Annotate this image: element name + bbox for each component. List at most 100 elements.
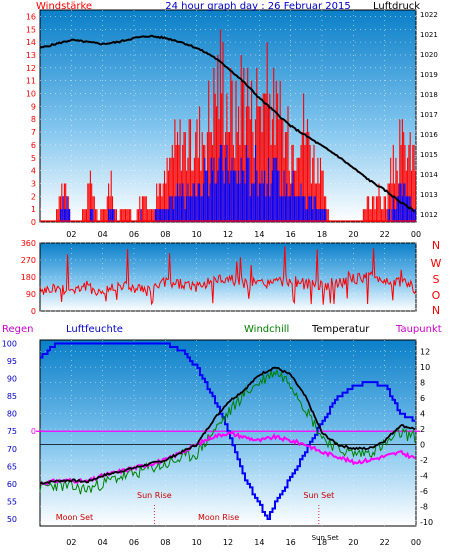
humidity-tick-label: 75 xyxy=(7,427,17,436)
direction-tick-label: 180 xyxy=(21,273,36,282)
time-tick-label: 12 xyxy=(223,538,233,547)
time-tick-label: 08 xyxy=(160,538,170,547)
wind-tick-label: 14 xyxy=(26,38,36,47)
time-tick-label: 22 xyxy=(380,230,390,239)
humidity-tick-label: 80 xyxy=(7,410,17,419)
temperature-tick-label: -8 xyxy=(420,503,428,512)
wind-tick-label: 0 xyxy=(31,218,36,227)
time-tick-label: 00 xyxy=(411,230,421,239)
humidity-line xyxy=(40,342,415,520)
humidity-tick-label: 55 xyxy=(7,497,17,506)
chart-title: 24 hour graph day : 26 Februar 2015 xyxy=(165,1,350,12)
wind-tick-label: 12 xyxy=(26,64,36,73)
time-tick-label: 04 xyxy=(98,230,108,239)
time-tick-label: 06 xyxy=(129,538,139,547)
wind-tick-label: 7 xyxy=(31,128,36,137)
pressure-tick-label: 1018 xyxy=(420,91,438,99)
temperature-tick-label: -10 xyxy=(420,518,433,527)
humidity-legend-label: Luftfeuchte xyxy=(66,324,123,335)
direction-line xyxy=(39,246,417,306)
temperature-tick-label: 12 xyxy=(420,348,430,357)
series-lines xyxy=(36,34,420,520)
pressure-tick-label: 1017 xyxy=(420,111,438,119)
wind-tick-label: 5 xyxy=(31,154,36,163)
temperature-tick-label: 6 xyxy=(420,394,425,403)
windchill-line xyxy=(39,368,416,495)
direction-tick-label: 90 xyxy=(26,290,36,299)
temperature-tick-label: 10 xyxy=(420,363,430,372)
time-tick-label: 14 xyxy=(254,230,264,239)
time-tick-label: 20 xyxy=(348,538,358,547)
windchill-legend-label: Windchill xyxy=(244,324,289,335)
time-tick-label: 16 xyxy=(286,538,296,547)
direction-tick-label: 0 xyxy=(31,307,36,316)
wind-tick-label: 13 xyxy=(26,51,36,60)
event-label: Moon Set xyxy=(56,513,93,522)
pressure-axis-label: Luftdruck xyxy=(373,1,420,12)
wind-tick-label: 15 xyxy=(26,25,36,34)
humidity-tick-label: 50 xyxy=(7,515,17,524)
time-tick-label: 20 xyxy=(348,230,358,239)
time-tick-label: 08 xyxy=(160,230,170,239)
time-tick-label: 22 xyxy=(380,538,390,547)
wind-bars xyxy=(40,29,416,222)
wind-tick-label: 10 xyxy=(26,90,36,99)
temperature-line xyxy=(39,366,416,485)
event-label: Sun Set xyxy=(303,491,334,500)
time-tick-label: 18 xyxy=(317,230,327,239)
wind-tick-label: 16 xyxy=(26,12,36,21)
event-labels: Moon Set Sun Rise Moon Rise Sun Set Sun Set xyxy=(56,491,339,542)
temperature-legend-label: Temperatur xyxy=(311,324,370,335)
direction-letter-w: W xyxy=(431,257,442,270)
humidity-tick-label: 70 xyxy=(7,445,17,454)
humidity-tick-label: 90 xyxy=(7,375,17,384)
wind-tick-label: 9 xyxy=(31,102,36,111)
rain-zero-label: 0 xyxy=(31,427,36,436)
pressure-line xyxy=(39,34,416,213)
humidity-tick-label: 95 xyxy=(7,357,17,366)
time-tick-label: 04 xyxy=(98,538,108,547)
direction-letter-n-bottom: N xyxy=(432,304,440,317)
temperature-tick-label: 2 xyxy=(420,425,425,434)
time-tick-label: 14 xyxy=(254,538,264,547)
pressure-tick-label: 1013 xyxy=(420,191,438,199)
humidity-tick-label: 60 xyxy=(7,480,17,489)
time-tick-label: 06 xyxy=(129,230,139,239)
event-label: Sun Rise xyxy=(137,491,172,500)
wind-tick-label: 2 xyxy=(31,192,36,201)
direction-letter-o: O xyxy=(432,289,441,302)
temperature-tick-label: -6 xyxy=(420,487,428,496)
temperature-tick-label: 8 xyxy=(420,379,425,388)
time-tick-label: 10 xyxy=(192,230,202,239)
temperature-tick-label: -4 xyxy=(420,472,428,481)
pressure-tick-label: 1021 xyxy=(420,31,438,39)
pressure-tick-label: 1014 xyxy=(420,171,438,179)
wind-axis-label: Windstärke xyxy=(36,1,92,12)
wind-tick-label: 8 xyxy=(31,115,36,124)
pressure-tick-label: 1016 xyxy=(420,131,438,139)
tick-labels: 0123456789101112131415161012101310141015… xyxy=(2,11,439,547)
event-label: Sun Set xyxy=(312,534,339,542)
humidity-tick-label: 100 xyxy=(2,340,17,349)
time-tick-label: 02 xyxy=(66,230,76,239)
pressure-tick-label: 1015 xyxy=(420,151,438,159)
direction-letter-n-top: N xyxy=(432,239,440,252)
temperature-tick-label: -2 xyxy=(420,456,428,465)
humidity-tick-label: 85 xyxy=(7,392,17,401)
wind-tick-label: 4 xyxy=(31,167,36,176)
time-tick-label: 18 xyxy=(317,538,327,547)
wind-tick-label: 3 xyxy=(31,179,36,188)
temperature-tick-label: 4 xyxy=(420,410,425,419)
dewpoint-legend-label: Taupunkt xyxy=(395,324,442,335)
temperature-tick-label: 0 xyxy=(420,441,425,450)
time-tick-label: 16 xyxy=(286,230,296,239)
time-tick-label: 10 xyxy=(192,538,202,547)
rain-legend-label: Regen xyxy=(2,324,34,335)
pressure-tick-label: 1020 xyxy=(420,51,438,59)
time-tick-label: 00 xyxy=(411,538,421,547)
pressure-tick-label: 1019 xyxy=(420,71,438,79)
direction-tick-label: 270 xyxy=(21,256,36,265)
direction-tick-label: 360 xyxy=(21,239,36,248)
